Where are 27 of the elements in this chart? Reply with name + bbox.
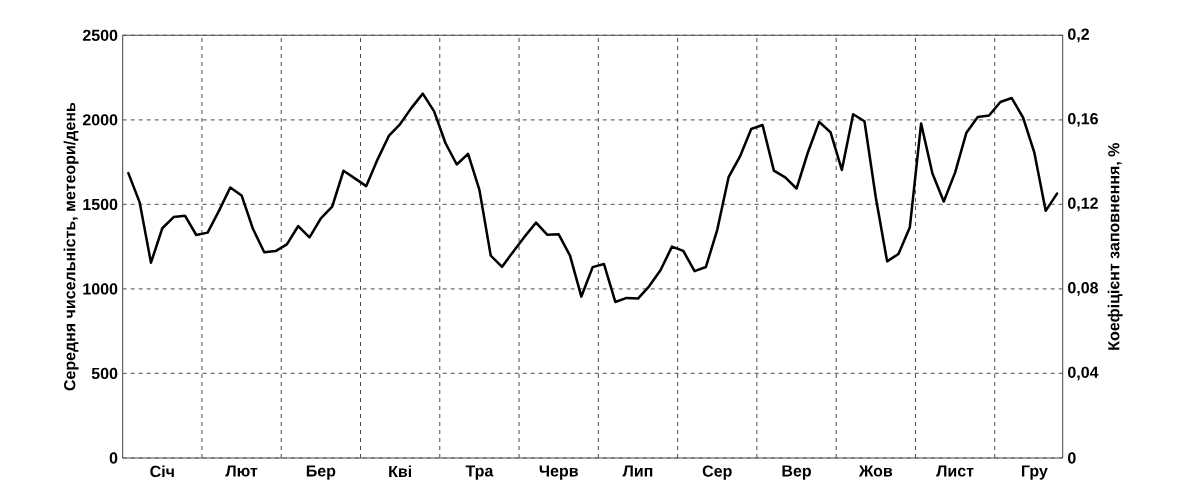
x-tick-label: Черв [539, 465, 578, 480]
y2-tick-label: 0,16 [1068, 113, 1098, 127]
x-tick-label: Тра [465, 465, 494, 480]
x-tick-label: Лип [622, 465, 653, 477]
y2-tick-label: 0,12 [1068, 197, 1098, 212]
y2-tick-label: 0,04 [1068, 366, 1099, 381]
x-tick-label: Бер [306, 465, 336, 480]
line-series [127, 92, 1059, 304]
y-tick-label: 2500 [82, 29, 118, 41]
x-tick-label: Вер [782, 465, 811, 480]
y-tick-label: 1000 [83, 283, 118, 295]
y-tick-label: 0 [109, 452, 118, 464]
y-tick-label: 2000 [82, 114, 118, 126]
y2-tick-label: 0 [1068, 452, 1076, 464]
y-tick-label: 500 [91, 367, 118, 380]
x-tick-label: Жов [858, 465, 893, 477]
x-tick-label: Січ [150, 465, 174, 478]
y2-tick-label: 0,08 [1068, 282, 1099, 296]
x-tick-label: Гру [1021, 465, 1048, 480]
x-tick-label: Лист [936, 465, 974, 477]
y-tick-label: 1500 [83, 198, 118, 211]
y-axis-title: Середня чисельність, метеори/день [63, 102, 79, 391]
y2-axis-title: Коефіцієнт заповнення, % [1107, 143, 1123, 350]
x-tick-label: Кві [389, 465, 412, 477]
x-tick-label: Лют [225, 465, 258, 477]
y2-tick-label: 0,2 [1068, 28, 1089, 43]
x-tick-label: Сер [702, 465, 732, 480]
